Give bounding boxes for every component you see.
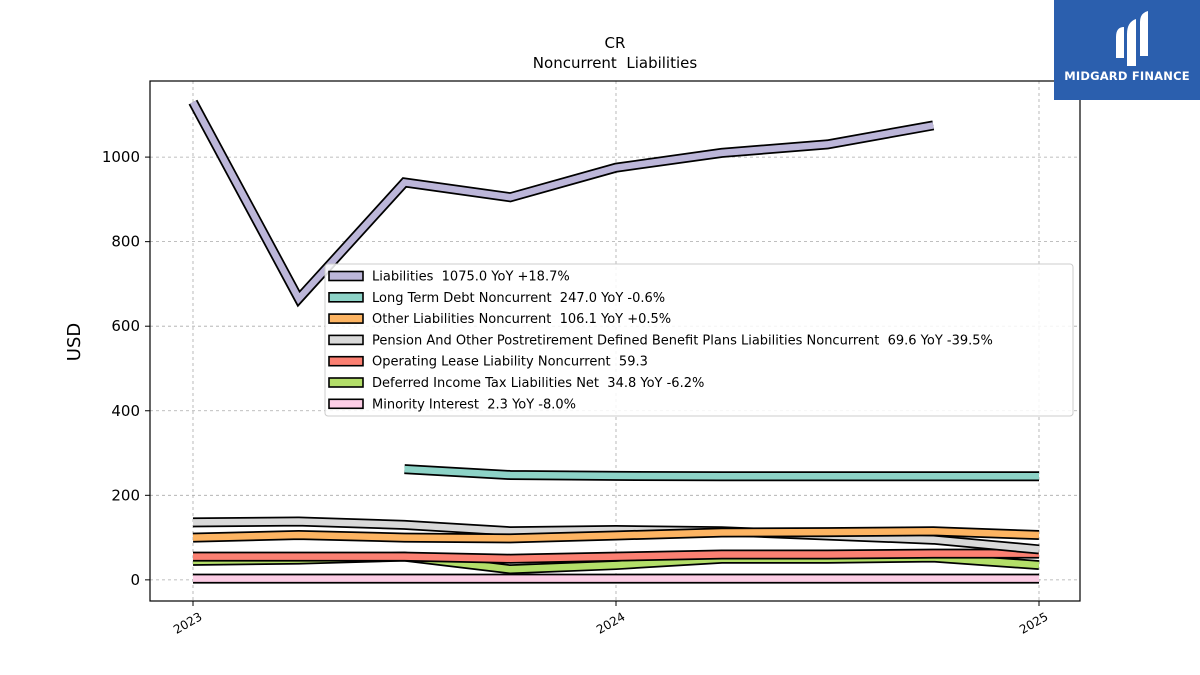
legend-swatch	[328, 334, 364, 346]
series-line	[193, 550, 1039, 562]
legend-swatch	[328, 355, 364, 367]
series-layer	[188, 99, 1040, 584]
legend-item: Operating Lease Liability Noncurrent 59.…	[328, 355, 648, 370]
series-line	[192, 527, 1040, 542]
legend-swatch	[328, 270, 364, 282]
x-tick-label: 2024	[594, 609, 627, 636]
x-tick-label: 2025	[1017, 609, 1050, 636]
legend-item: Deferred Income Tax Liabilities Net 34.8…	[328, 376, 704, 391]
legend-box	[324, 263, 1074, 417]
y-tick-label: 400	[111, 402, 140, 420]
legend-item: Long Term Debt Noncurrent 247.0 YoY -0.6…	[328, 291, 665, 306]
series-long-term-debt-noncurrent	[404, 464, 1039, 482]
chart-subtitle: Noncurrent Liabilities	[533, 54, 698, 72]
legend-swatch	[328, 291, 364, 303]
y-tick-label: 1000	[102, 148, 140, 166]
legend-item: Minority Interest 2.3 YoY -8.0%	[328, 397, 576, 412]
legend-item: Pension And Other Postretirement Defined…	[328, 333, 993, 348]
legend-label: Long Term Debt Noncurrent 247.0 YoY -0.6…	[372, 291, 665, 306]
series-operating-lease-liability-noncurrent	[193, 548, 1039, 564]
legend-label: Deferred Income Tax Liabilities Net 34.8…	[372, 376, 704, 391]
y-tick-label: 600	[111, 317, 140, 335]
legend-label: Liabilities 1075.0 YoY +18.7%	[372, 270, 570, 285]
legend-swatch	[328, 377, 364, 388]
legend-label: Operating Lease Liability Noncurrent 59.…	[372, 355, 648, 370]
series-liabilities	[188, 99, 935, 308]
legend-item: Liabilities 1075.0 YoY +18.7%	[328, 270, 570, 285]
brand-logo: MIDGARD FINANCE	[1054, 0, 1200, 100]
legend-swatch	[328, 313, 364, 324]
y-tick-label: 0	[130, 571, 140, 589]
y-axis: 0 200 400 600 800 1000	[102, 148, 150, 589]
legend: Liabilities 1075.0 YoY +18.7% Long Term D…	[324, 263, 1074, 417]
legend-item: Other Liabilities Noncurrent 106.1 YoY +…	[328, 312, 671, 327]
legend-label: Pension And Other Postretirement Defined…	[372, 333, 993, 348]
chart-title: CR	[605, 34, 626, 52]
series-line	[192, 518, 1040, 553]
plot-area	[149, 80, 1081, 602]
x-tick-label: 2023	[171, 609, 204, 636]
y-axis-label: USD	[64, 323, 85, 361]
x-axis: 2023 2024 2025	[171, 601, 1051, 637]
legend-swatch	[328, 398, 364, 410]
legend-label: Minority Interest 2.3 YoY -8.0%	[372, 397, 576, 412]
y-tick-label: 200	[111, 486, 140, 504]
series-line	[190, 100, 934, 305]
series-other-liabilities-noncurrent	[192, 526, 1040, 544]
series-line	[404, 465, 1039, 480]
y-tick-label: 800	[111, 233, 140, 251]
legend-label: Other Liabilities Noncurrent 106.1 YoY +…	[372, 312, 671, 327]
series-pension-and-other-postretirement-defined-benefit-plans-liabilities-noncurrent	[192, 516, 1040, 555]
brand-name: MIDGARD FINANCE	[1064, 69, 1190, 83]
brand-logo-icon	[1116, 11, 1148, 66]
